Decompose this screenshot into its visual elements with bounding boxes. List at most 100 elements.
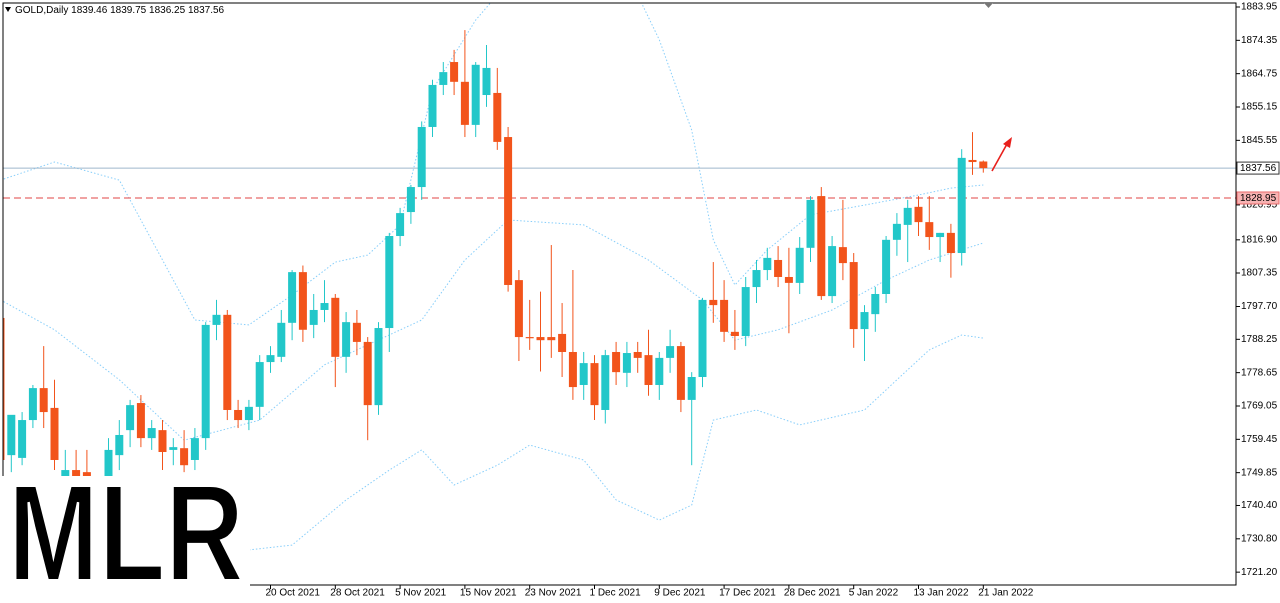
shift-marker (984, 3, 993, 8)
candle-body (795, 247, 804, 283)
y-tick-label: 1749.85 (1241, 467, 1278, 478)
candle-body (828, 246, 837, 297)
x-tick-label: 28 Dec 2021 (784, 588, 841, 599)
header: GOLD,Daily 1839.46 1839.75 1836.25 1837.… (15, 5, 225, 16)
candle-body (450, 62, 459, 82)
candle-body (3, 317, 5, 460)
y-tick-label: 1778.65 (1241, 367, 1278, 378)
candle-body (590, 363, 599, 406)
level-label-box (1236, 191, 1280, 205)
y-tick-label: 1740.40 (1241, 500, 1278, 511)
level-label: 1828.95 (1240, 193, 1277, 204)
candle-body (763, 257, 772, 271)
x-tick-label: 21 Jan 2022 (978, 588, 1033, 599)
x-tick-label: 23 Nov 2021 (525, 588, 582, 599)
candle-body (655, 357, 664, 385)
candle-body (860, 312, 869, 330)
y-tick-label: 1874.35 (1241, 35, 1278, 46)
y-tick-label: 1855.15 (1241, 102, 1278, 113)
candle-body (547, 337, 556, 341)
candle-body (622, 353, 631, 373)
candle-body (514, 280, 523, 338)
y-tick-label: 1864.75 (1241, 68, 1278, 79)
watermark-bg (0, 476, 250, 603)
candle-body (126, 405, 135, 431)
y-tick-label: 1759.45 (1241, 434, 1278, 445)
x-tick-label: 9 Dec 2021 (654, 588, 706, 599)
symbol: GOLD,Daily (15, 5, 68, 16)
candle-body (28, 388, 37, 421)
candle-body (201, 324, 210, 439)
candle-body (730, 331, 739, 337)
y-tick-label: 1797.70 (1241, 301, 1278, 312)
y-tick-label: 1721.20 (1241, 567, 1278, 578)
candle-body (903, 207, 912, 225)
candle-body (936, 232, 945, 238)
candle-body (396, 213, 405, 237)
candle-body (298, 272, 307, 330)
candle-body (309, 309, 318, 325)
y-tick-label: 1826.95 (1241, 200, 1278, 211)
candle-body (946, 232, 955, 254)
candle-body (698, 299, 707, 377)
candle-body (104, 449, 113, 481)
price-label: 1837.56 (1240, 163, 1277, 174)
candle-body (784, 276, 793, 283)
candle-body (741, 287, 750, 337)
arrow-line (991, 143, 1008, 172)
candle-body (601, 355, 610, 410)
candle-body (709, 299, 718, 306)
price-label-box (1236, 161, 1280, 175)
candle-body (180, 448, 189, 466)
watermark: MLR (8, 456, 244, 603)
candle-body (579, 363, 588, 385)
candle-body (277, 322, 286, 357)
candle-body (558, 333, 567, 352)
band-lower (248, 334, 984, 551)
candle-body (687, 376, 696, 400)
x-tick-label: 5 Jan 2022 (849, 588, 899, 599)
candle-body (331, 297, 340, 357)
candle-body (244, 406, 253, 421)
candle-body (39, 388, 48, 413)
candle-body (234, 409, 243, 421)
y-tick-label: 1730.80 (1241, 533, 1278, 544)
candle-body (644, 355, 653, 385)
x-tick-label: 1 Dec 2021 (590, 588, 642, 599)
candle-body (536, 337, 545, 341)
plot-area (3, 3, 1236, 571)
candle-body (266, 355, 275, 363)
candle-body (288, 272, 297, 323)
x-tick-label: 28 Oct 2021 (330, 588, 385, 599)
candle-body (190, 438, 199, 460)
candle-body (871, 294, 880, 315)
arrow-head (1003, 137, 1012, 148)
menu-marker (5, 7, 11, 12)
low: 1836.25 (149, 5, 186, 16)
candle-body (363, 341, 372, 406)
candle-body (352, 322, 361, 342)
candle-body (320, 303, 329, 310)
arrow (991, 137, 1012, 172)
candle-body (968, 159, 977, 163)
y-tick-label: 1807.35 (1241, 268, 1278, 279)
candle-body (752, 270, 761, 288)
candle-body (914, 206, 923, 223)
candle-body (482, 67, 491, 96)
open: 1839.46 (71, 5, 108, 16)
candle-body (169, 447, 178, 450)
close: 1837.56 (188, 5, 225, 16)
x-tick-label: 20 Oct 2021 (266, 588, 321, 599)
x-tick-label: 13 Jan 2022 (914, 588, 969, 599)
candle-body (849, 262, 858, 330)
candle-body (925, 222, 934, 238)
candle-body (568, 351, 577, 388)
candle-body (212, 314, 221, 325)
candle-body (385, 236, 394, 329)
y-tick-label: 1883.95 (1241, 2, 1278, 13)
y-tick-label: 1788.25 (1241, 334, 1278, 345)
candle-body (493, 92, 502, 142)
candle-body (720, 299, 729, 332)
